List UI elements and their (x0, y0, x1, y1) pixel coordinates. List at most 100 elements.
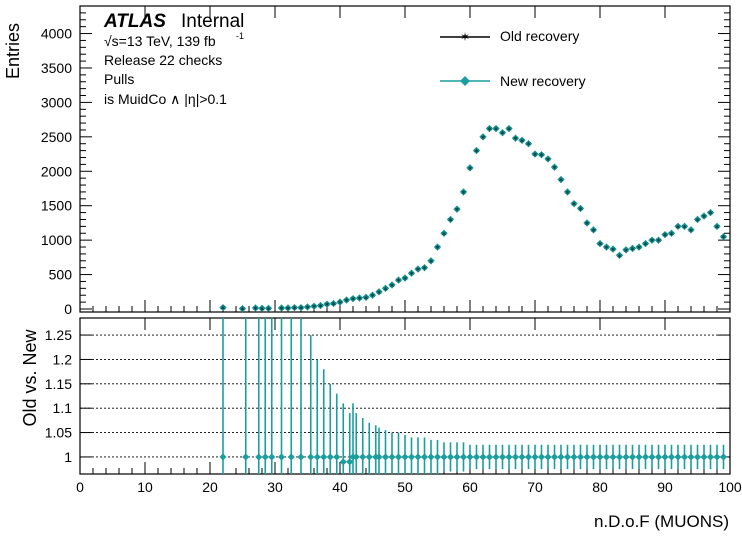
old-recovery-point: ✶ (674, 222, 682, 232)
old-recovery-point: ✶ (681, 222, 689, 232)
ratio-point (531, 453, 539, 461)
ratio-point (706, 453, 715, 461)
x-axis-title: n.D.o.F (MUONS) (594, 512, 729, 531)
old-recovery-point: ✶ (310, 302, 318, 312)
ratio-point (346, 458, 354, 466)
new-recovery-point (505, 124, 513, 133)
new-recovery-point (550, 163, 559, 171)
ratio-point (635, 453, 643, 461)
ratio-point (596, 453, 604, 461)
ratio-point (388, 453, 396, 461)
new-recovery-point (284, 304, 292, 312)
ratio-point (674, 453, 682, 461)
old-recovery-point: ✶ (499, 128, 507, 138)
x-tick-label: 80 (592, 479, 608, 495)
new-recovery-point (706, 208, 715, 217)
new-recovery-point (667, 229, 676, 237)
ratio-point (479, 453, 487, 461)
new-recovery-point (440, 229, 448, 237)
old-recovery-point: ✶ (388, 280, 396, 290)
new-recovery-point (609, 245, 617, 253)
ratio-point (459, 453, 468, 461)
old-recovery-point: ✶ (284, 303, 292, 313)
ratio-point (498, 453, 507, 461)
ratio-point (544, 453, 552, 461)
ratio-point (687, 453, 695, 461)
ratio-point (602, 453, 611, 461)
new-recovery-point (524, 140, 533, 148)
new-recovery-point (576, 204, 585, 213)
y-tick-label-top: 4000 (41, 26, 72, 42)
ratio-point (505, 453, 513, 461)
new-recovery-point (459, 188, 468, 196)
lumi-exponent: -1 (236, 31, 244, 41)
x-tick-label: 90 (657, 479, 673, 495)
ratio-point (680, 453, 689, 461)
ratio-point (407, 453, 416, 461)
ratio-point (268, 453, 276, 461)
new-recovery-point (531, 150, 539, 158)
new-recovery-point (648, 236, 656, 244)
new-recovery-point (362, 293, 370, 301)
ratio-point (713, 453, 721, 461)
x-tick-label: 100 (718, 479, 742, 495)
ratio-point (557, 453, 565, 461)
y-tick-label-ratio: 1.15 (45, 376, 72, 392)
ratio-point (641, 453, 650, 461)
ratio-point (394, 453, 403, 461)
old-recovery-point: ✶ (512, 134, 520, 144)
new-recovery-point (479, 133, 487, 141)
y-tick-label-ratio: 1.25 (45, 327, 72, 343)
ratio-point (537, 453, 546, 461)
old-recovery-point: ✶ (616, 251, 624, 261)
old-recovery-point: ✶ (570, 199, 578, 209)
old-recovery-point: ✶ (414, 265, 422, 275)
ratio-point (381, 453, 390, 461)
ratio-point (667, 453, 676, 461)
new-recovery-point (544, 155, 552, 163)
ratio-point (654, 453, 663, 461)
new-recovery-point (466, 164, 474, 172)
ratio-point (414, 453, 422, 461)
old-recovery-point: ✶ (596, 239, 604, 249)
old-recovery-point: ✶ (635, 243, 643, 253)
old-recovery-point: ✶ (317, 301, 325, 311)
new-recovery-point (316, 301, 325, 310)
new-recovery-point (485, 124, 494, 133)
ratio-point (518, 453, 526, 461)
y-tick-label-top: 500 (49, 267, 73, 283)
new-recovery-point (375, 288, 383, 296)
legend-marker-new (460, 76, 470, 86)
ratio-point (320, 453, 328, 461)
old-recovery-point: ✶ (505, 124, 513, 134)
legend-marker-old: ✶ (460, 30, 470, 44)
x-tick-label: 60 (462, 479, 478, 495)
y-tick-label-top: 2500 (41, 129, 72, 145)
new-recovery-point (641, 239, 650, 248)
ratio-point (287, 453, 295, 461)
new-recovery-point (251, 304, 260, 312)
old-recovery-point: ✶ (622, 245, 630, 255)
y-tick-label-top: 1500 (41, 198, 72, 214)
old-recovery-point: ✶ (434, 243, 442, 253)
ratio-point (359, 453, 367, 461)
old-recovery-point: ✶ (278, 303, 286, 313)
ratio-point (427, 453, 435, 461)
old-recovery-point: ✶ (330, 299, 338, 309)
old-recovery-point: ✶ (642, 239, 650, 249)
new-recovery-point (596, 239, 604, 248)
legend-label-new: New recovery (500, 73, 586, 89)
ratio-data-points (219, 318, 728, 474)
ratio-point (700, 453, 708, 461)
header-line-selection: is MuidCo ∧ |η|>0.1 (104, 91, 227, 107)
new-recovery-point (511, 134, 520, 142)
new-recovery-point (661, 230, 669, 239)
ratio-point (583, 453, 591, 461)
y-axis-title-ratio: Old vs. New (20, 328, 40, 426)
old-recovery-point: ✶ (252, 303, 260, 313)
ratio-point (693, 453, 702, 461)
old-recovery-point: ✶ (258, 304, 266, 314)
old-recovery-point: ✶ (609, 245, 617, 255)
new-recovery-point (349, 294, 357, 303)
new-recovery-point (264, 304, 273, 312)
